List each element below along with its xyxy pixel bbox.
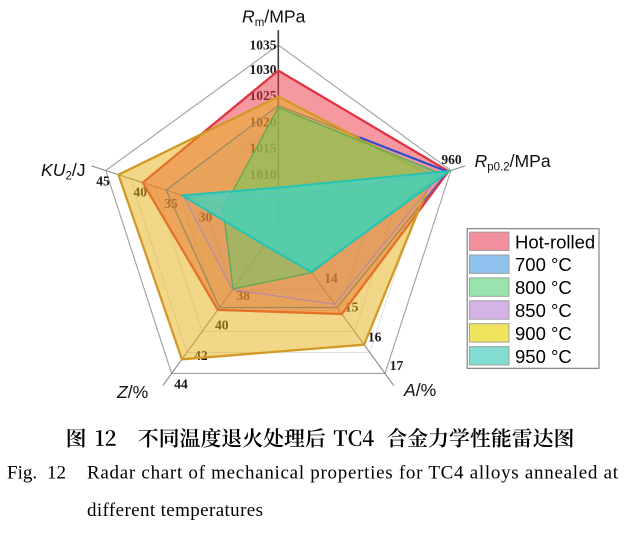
svg-text:44: 44 [174,376,188,391]
svg-text:45: 45 [96,174,110,189]
svg-text:Fig.: Fig. [7,463,37,484]
svg-text:Rm/MPa: Rm/MPa [242,6,306,29]
svg-text:16: 16 [368,330,382,345]
svg-text:850 °C: 850 °C [515,300,572,321]
svg-text:900 °C: 900 °C [515,323,572,344]
svg-text:Radar chart of mechanical prop: Radar chart of mechanical properties for… [87,463,619,484]
svg-text:960: 960 [441,152,462,167]
svg-text:KU2/J: KU2/J [41,160,86,183]
svg-text:1035: 1035 [250,38,277,53]
svg-text:700 °C: 700 °C [515,254,572,275]
svg-text:1030: 1030 [250,62,277,77]
svg-text:Hot-rolled: Hot-rolled [515,231,595,252]
svg-text:different temperatures: different temperatures [87,500,263,521]
svg-text:12: 12 [47,463,66,484]
svg-text:A/%: A/% [403,380,437,400]
svg-text:950 °C: 950 °C [515,346,572,367]
svg-text:Rp0.2/MPa: Rp0.2/MPa [475,151,551,174]
svg-text:800 °C: 800 °C [515,277,572,298]
svg-text:17: 17 [390,358,404,373]
svg-text:Z/%: Z/% [116,382,149,402]
